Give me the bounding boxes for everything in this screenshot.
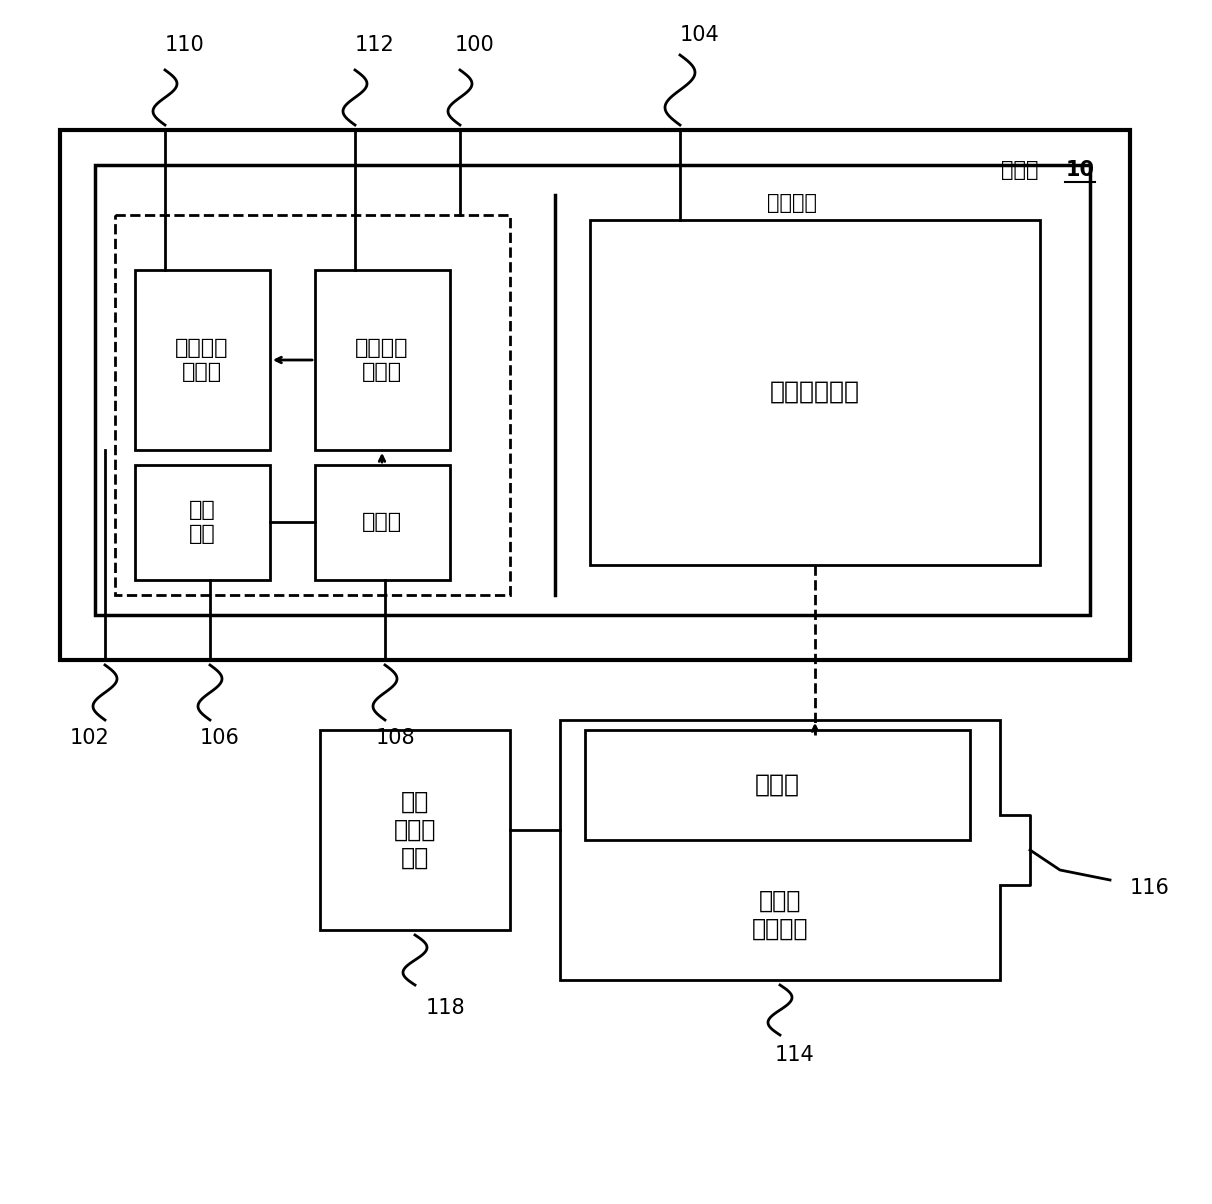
Bar xyxy=(585,730,970,840)
Text: 102: 102 xyxy=(70,728,110,748)
Text: 软件
制造商
系统: 软件 制造商 系统 xyxy=(394,790,436,869)
Bar xyxy=(560,720,1000,980)
Text: 新产品
注册中心: 新产品 注册中心 xyxy=(751,889,808,940)
Text: 108: 108 xyxy=(376,728,415,748)
Bar xyxy=(997,815,1033,885)
Text: 104: 104 xyxy=(680,25,720,45)
Text: 112: 112 xyxy=(355,35,395,55)
Text: 非易失性
存储器: 非易失性 存储器 xyxy=(355,338,408,382)
Bar xyxy=(320,730,510,929)
Text: 114: 114 xyxy=(776,1045,814,1066)
Text: 10: 10 xyxy=(1065,160,1094,181)
Text: 110: 110 xyxy=(165,35,205,55)
Text: 微处
理器: 微处 理器 xyxy=(189,501,216,543)
Bar xyxy=(590,220,1040,565)
Text: 106: 106 xyxy=(200,728,240,748)
Text: 通讯控制接口: 通讯控制接口 xyxy=(770,380,861,405)
Bar xyxy=(315,465,450,580)
Text: 116: 116 xyxy=(1130,878,1170,898)
Text: 计算机: 计算机 xyxy=(1001,160,1039,181)
Bar xyxy=(95,165,1090,615)
Bar xyxy=(135,465,270,580)
Bar xyxy=(61,130,1130,660)
Bar xyxy=(315,270,450,450)
Bar xyxy=(115,216,510,595)
Text: 100: 100 xyxy=(456,35,494,55)
Text: 存储器: 存储器 xyxy=(362,512,402,532)
Text: 118: 118 xyxy=(425,998,465,1019)
Text: 通讯设备: 通讯设备 xyxy=(767,193,817,213)
Text: 数据库: 数据库 xyxy=(755,773,800,797)
Text: 介质存取
控制器: 介质存取 控制器 xyxy=(176,338,229,382)
Bar xyxy=(135,270,270,450)
